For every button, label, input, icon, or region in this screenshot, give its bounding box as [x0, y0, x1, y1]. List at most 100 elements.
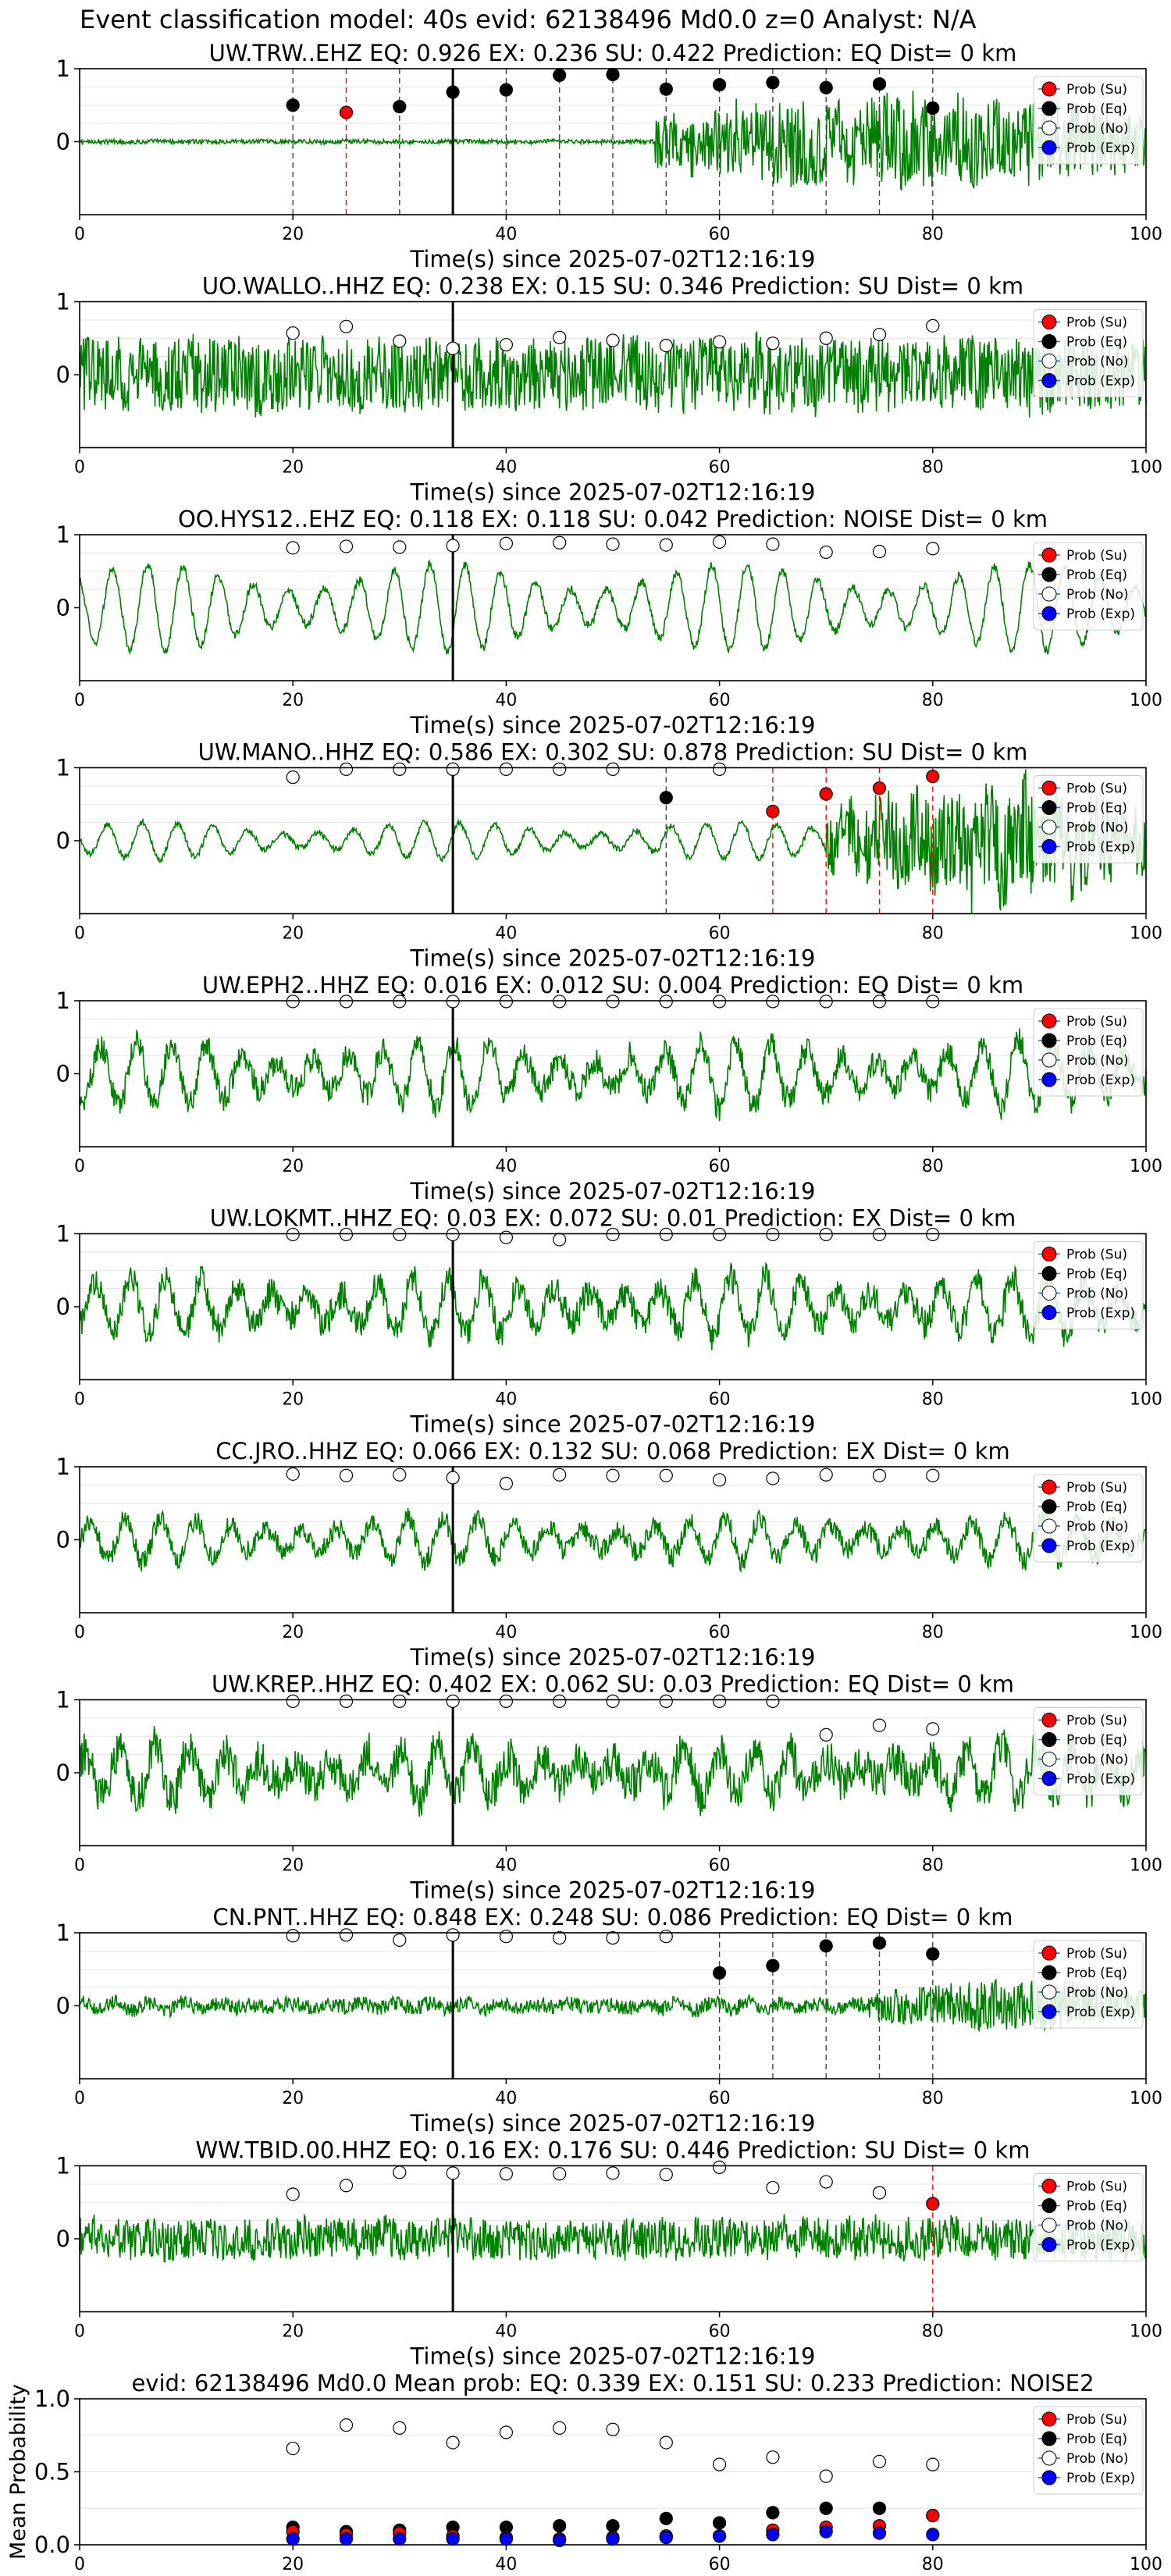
legend-label: Prob (Eq) — [1066, 101, 1127, 117]
legend-marker — [1041, 2179, 1057, 2194]
x-tick-label: 0 — [74, 2322, 85, 2342]
prob-marker-su — [872, 781, 887, 795]
mean-marker-eq — [712, 2516, 727, 2530]
prob-marker-no — [819, 545, 833, 560]
x-axis-label: Time(s) since 2025-07-02T12:16:19 — [410, 2343, 816, 2370]
legend-label: Prob (Exp) — [1066, 840, 1135, 856]
prob-marker-no — [553, 2167, 567, 2181]
prob-marker-no — [553, 1233, 567, 1247]
seismic-trace — [79, 1508, 1147, 1573]
prob-marker-no — [819, 2175, 833, 2189]
prob-marker-no — [659, 1227, 673, 1242]
prob-marker-no — [926, 1468, 940, 1482]
y-tick-label: 1 — [56, 1920, 70, 1946]
seismic-trace — [79, 1028, 1147, 1122]
x-tick-label: 60 — [709, 1856, 731, 1876]
panel-title: UW.LOKMT..HHZ EQ: 0.03 EX: 0.072 SU: 0.0… — [210, 1205, 1016, 1232]
x-tick-label: 40 — [495, 1623, 517, 1642]
legend-marker — [1041, 101, 1057, 116]
legend-marker — [1041, 1266, 1057, 1281]
station-panel: UO.WALLO..HHZ EQ: 0.238 EX: 0.15 SU: 0.3… — [56, 273, 1162, 506]
y-tick-label: 0 — [56, 1993, 70, 2019]
mean-marker-no — [712, 2457, 727, 2471]
seismic-trace — [79, 769, 1147, 914]
legend-marker — [1041, 120, 1057, 136]
y-tick-label: 0 — [56, 1061, 70, 1087]
legend-marker — [1041, 334, 1057, 349]
y-tick-label: 0.5 — [34, 2459, 70, 2485]
mean-marker-no — [339, 2418, 354, 2432]
mean-marker-exp — [766, 2528, 780, 2542]
prob-marker-no — [499, 2167, 514, 2181]
x-tick-label: 0 — [74, 1157, 85, 1176]
legend-marker — [1041, 2004, 1057, 2019]
mean-marker-exp — [393, 2532, 407, 2546]
prob-marker-no — [339, 1928, 354, 1942]
x-tick-label: 40 — [495, 1390, 517, 1410]
legend-label: Prob (Exp) — [1066, 2238, 1135, 2254]
legend-label: Prob (Eq) — [1066, 1267, 1127, 1283]
x-tick-label: 0 — [74, 924, 85, 944]
legend-label: Prob (Eq) — [1066, 1966, 1127, 1981]
prob-marker-no — [606, 1227, 620, 1242]
legend-label: Prob (No) — [1066, 121, 1129, 137]
legend-label: Prob (Su) — [1066, 1713, 1127, 1729]
prob-marker-no — [872, 1227, 887, 1242]
prob-marker-no — [286, 770, 300, 785]
legend-box — [1033, 542, 1144, 631]
y-tick-label: 0.0 — [34, 2532, 70, 2558]
x-tick-label: 40 — [495, 458, 517, 478]
prob-marker-no — [499, 1230, 514, 1244]
prob-marker-eq — [286, 98, 300, 112]
legend-label: Prob (Exp) — [1066, 1306, 1135, 1322]
prob-marker-eq — [712, 77, 727, 92]
legend-marker — [1041, 1518, 1057, 1534]
mean-probability-panel: evid: 62138496 Md0.0 Mean prob: EQ: 0.33… — [6, 2370, 1162, 2574]
prob-marker-eq — [446, 85, 460, 99]
x-tick-label: 20 — [282, 1157, 304, 1176]
legend-label: Prob (No) — [1066, 1053, 1129, 1069]
x-tick-label: 60 — [709, 2089, 731, 2108]
x-tick-label: 40 — [495, 225, 517, 244]
x-axis-label: Time(s) since 2025-07-02T12:16:19 — [410, 479, 816, 506]
prob-marker-no — [819, 331, 833, 345]
prob-marker-eq — [766, 76, 780, 90]
y-tick-label: 1 — [56, 1453, 70, 1480]
mean-marker-no — [659, 2435, 673, 2450]
prob-marker-no — [553, 1694, 567, 1708]
legend-label: Prob (Exp) — [1066, 141, 1135, 156]
prob-marker-no — [286, 1929, 300, 1943]
prob-marker-no — [606, 1468, 620, 1482]
x-tick-label: 100 — [1130, 2555, 1162, 2574]
legend-marker — [1041, 547, 1057, 563]
prob-marker-no — [286, 541, 300, 555]
legend-marker — [1041, 1538, 1057, 1553]
prob-marker-no — [926, 318, 940, 333]
prob-marker-no — [499, 536, 514, 550]
y-tick-label: 0 — [56, 1527, 70, 1553]
legend-marker — [1041, 1072, 1057, 1087]
legend-label: Prob (Su) — [1066, 2412, 1127, 2428]
seismic-trace — [79, 558, 1146, 656]
prob-marker-eq — [926, 101, 940, 116]
prob-marker-no — [712, 994, 727, 1009]
legend-label: Prob (Eq) — [1066, 335, 1127, 350]
prob-marker-su — [766, 804, 780, 819]
legend-label: Prob (Eq) — [1066, 2199, 1127, 2215]
panel-title: UW.EPH2..HHZ EQ: 0.016 EX: 0.012 SU: 0.0… — [202, 972, 1023, 998]
legend-label: Prob (Exp) — [1066, 2471, 1135, 2486]
mean-marker-exp — [872, 2526, 887, 2540]
prob-marker-no — [393, 1227, 407, 1242]
prob-marker-no — [712, 1694, 727, 1708]
legend-label: Prob (Su) — [1066, 1247, 1127, 1263]
legend-marker — [1041, 1499, 1057, 1514]
x-tick-label: 20 — [282, 2322, 304, 2342]
seismic-trace — [79, 1726, 1147, 1817]
mean-marker-eq — [553, 2519, 567, 2533]
x-tick-label: 100 — [1130, 2089, 1162, 2108]
x-tick-label: 40 — [495, 924, 517, 944]
legend-marker — [1041, 586, 1057, 602]
x-tick-label: 100 — [1130, 1856, 1162, 1876]
prob-marker-no — [659, 1468, 673, 1482]
x-tick-label: 0 — [74, 2089, 85, 2108]
